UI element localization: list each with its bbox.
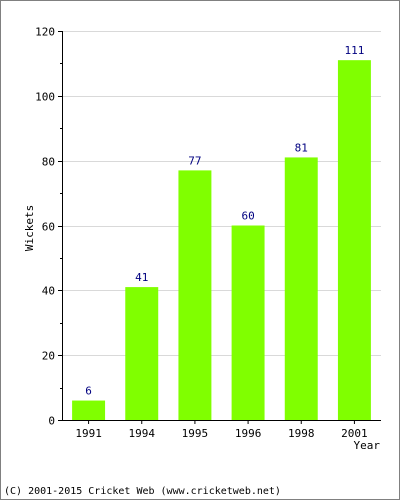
x-tick-label: 1994	[129, 427, 156, 440]
data-label: 111	[344, 44, 364, 57]
axes	[58, 31, 381, 424]
y-tick-label: 40	[42, 285, 55, 298]
bar-1998	[284, 157, 318, 421]
y-tick-label: 0	[48, 415, 55, 428]
bars	[72, 60, 371, 421]
y-tick-label: 120	[35, 26, 55, 39]
bar-1994	[125, 287, 159, 420]
y-tick-label: 20	[42, 350, 55, 363]
y-tick-label: 60	[42, 221, 55, 234]
x-tick-label: 1998	[288, 427, 315, 440]
y-tick-label: 100	[35, 91, 55, 104]
bar-2001	[337, 60, 371, 421]
data-label: 6	[85, 385, 92, 398]
data-labels: 6 41 77 60 81 111	[85, 44, 364, 397]
bar-1995	[178, 170, 212, 420]
x-tick-labels: 1991 1994 1995 1996 1998 2001	[75, 427, 367, 440]
y-tick-label: 80	[42, 156, 55, 169]
y-axis-title: Wickets	[23, 205, 36, 251]
x-tick-label: 1991	[75, 427, 102, 440]
copyright-text: (C) 2001-2015 Cricket Web (www.cricketwe…	[4, 486, 281, 497]
y-tick-labels: 0 20 40 60 80 100 120	[35, 26, 55, 428]
grid-lines	[62, 31, 381, 356]
bar-1996	[231, 225, 265, 420]
x-tick-label: 1995	[182, 427, 209, 440]
x-axis-title: Year	[354, 439, 381, 452]
data-label: 41	[135, 271, 148, 284]
data-label: 60	[241, 210, 254, 223]
bar-1991	[72, 400, 106, 420]
x-tick-label: 2001	[341, 427, 368, 440]
data-label: 81	[295, 141, 308, 154]
x-tick-label: 1996	[235, 427, 262, 440]
data-label: 77	[188, 154, 201, 167]
